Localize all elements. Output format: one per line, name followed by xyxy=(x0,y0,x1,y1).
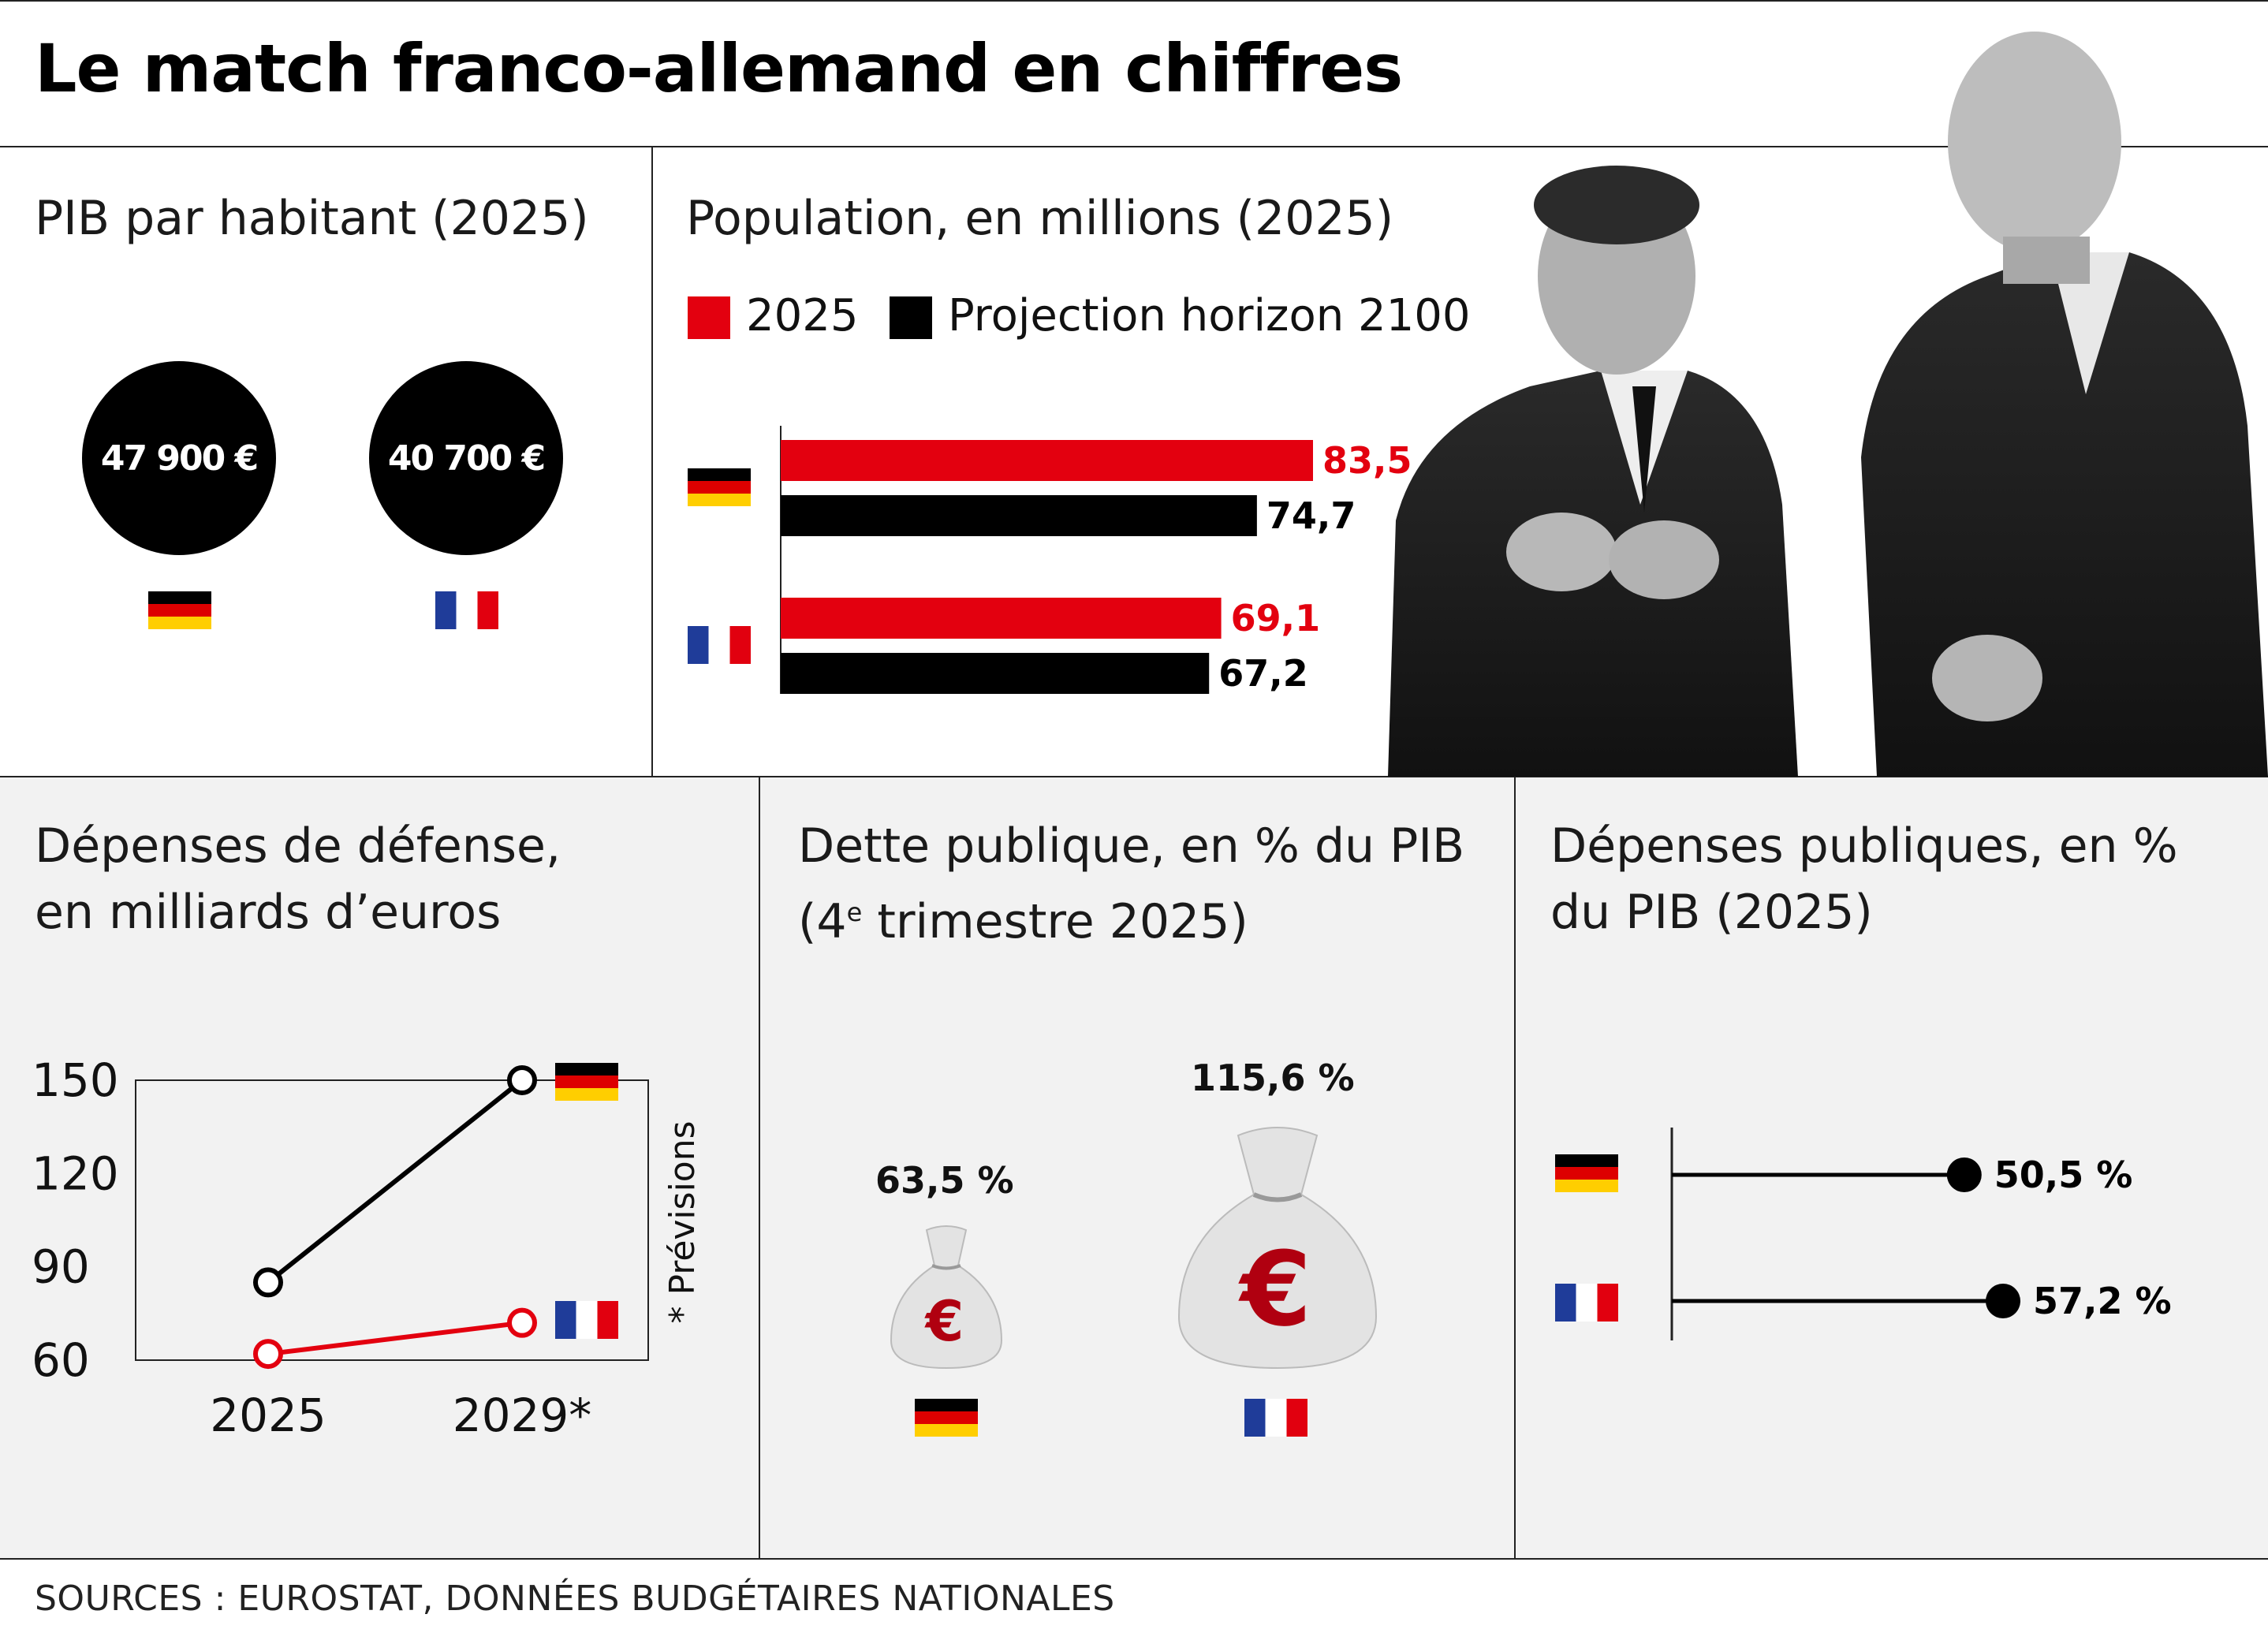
pib-france-circle: 40 700 € xyxy=(369,361,563,555)
defense-note: * Prévisions xyxy=(662,1120,703,1323)
depenses-dot-france xyxy=(1986,1284,2020,1318)
germany-flag-icon xyxy=(915,1399,978,1437)
top-border xyxy=(0,0,2268,2)
population-title: Population, en millions (2025) xyxy=(686,191,1394,246)
defense-xtick-label: 2025 xyxy=(210,1389,326,1442)
defense-divider xyxy=(759,777,760,1559)
defense-line-chart: 60 90 120 150 2025 2029* * Prévisions xyxy=(32,1053,703,1442)
france-flag-icon xyxy=(555,1301,618,1339)
dette-germany-value: 63,5 % xyxy=(875,1159,1014,1202)
lower-panels-background xyxy=(0,777,2268,1559)
depenses-lollipop-chart: 50,5 % 57,2 % xyxy=(1670,1128,2172,1340)
population-value-allemagne-2100: 74,7 xyxy=(1266,494,1356,537)
svg-text:€: € xyxy=(924,1289,964,1354)
pib-divider xyxy=(651,146,653,777)
pib-germany-value: 47 900 € xyxy=(100,438,259,479)
grid-band xyxy=(136,1175,648,1266)
page-title: Le match franco-allemand en chiffres xyxy=(35,30,1403,107)
population-bar-allemagne-2100 xyxy=(781,495,1257,536)
legend-2025-label: 2025 xyxy=(746,290,859,341)
defense-line-germany xyxy=(267,1078,524,1284)
dette-title-line1: Dette publique, en % du PIB xyxy=(798,818,1465,874)
defense-ytick-label: 90 xyxy=(32,1240,90,1294)
middle-divider xyxy=(0,776,2268,777)
population-bar-allemagne-2025 xyxy=(781,440,1313,481)
defense-title-line2: en milliards d’euros xyxy=(35,885,502,940)
pib-france-value: 40 700 € xyxy=(387,438,546,479)
population-value-france-2025: 69,1 xyxy=(1231,597,1321,639)
legend-2100-swatch xyxy=(890,296,932,339)
germany-flag-icon xyxy=(1555,1154,1618,1192)
germany-flag-icon xyxy=(148,591,211,629)
defense-title-line1: Dépenses de défense, xyxy=(35,818,561,874)
defense-line-france xyxy=(267,1320,523,1357)
depenses-dot-allemagne xyxy=(1946,1158,1982,1192)
svg-text:€: € xyxy=(1238,1229,1311,1349)
population-bar-chart: 83,5 74,7 69,1 67,2 xyxy=(780,426,1412,695)
population-value-allemagne-2025: 83,5 xyxy=(1322,439,1412,482)
depenses-value-france: 57,2 % xyxy=(2033,1280,2172,1322)
money-bag-small-icon: € xyxy=(890,1225,1003,1370)
germany-flag-icon xyxy=(688,468,751,506)
pib-germany-circle: 47 900 € xyxy=(82,361,276,555)
germany-flag-icon xyxy=(555,1063,618,1101)
defense-point-germany xyxy=(253,1267,283,1298)
depenses-value-allemagne: 50,5 % xyxy=(1994,1154,2133,1196)
france-flag-icon xyxy=(1244,1399,1307,1437)
defense-ytick-label: 120 xyxy=(32,1146,119,1200)
money-bag-large-icon: € xyxy=(1177,1127,1378,1370)
leaders-photo xyxy=(1388,32,2268,777)
plot-frame xyxy=(135,1079,649,1361)
dette-title-line2: (4e trimestre 2025) xyxy=(798,894,1248,949)
defense-ytick-label: 150 xyxy=(32,1053,119,1107)
population-value-france-2100: 67,2 xyxy=(1218,652,1308,695)
defense-ytick-label: 60 xyxy=(32,1333,90,1387)
defense-point-france xyxy=(253,1339,283,1370)
legend-2025-swatch xyxy=(688,296,730,339)
defense-xtick-label: 2029* xyxy=(453,1389,592,1442)
france-flag-icon xyxy=(435,591,498,629)
depenses-title-line1: Dépenses publiques, en % xyxy=(1550,818,2178,874)
legend-2100-label: Projection horizon 2100 xyxy=(948,290,1471,341)
dette-divider xyxy=(1514,777,1516,1559)
defense-point-germany xyxy=(507,1065,537,1095)
dette-france-value: 115,6 % xyxy=(1191,1057,1355,1099)
footer-divider xyxy=(0,1558,2268,1560)
pib-title: PIB par habitant (2025) xyxy=(35,191,589,246)
population-bar-france-2025 xyxy=(781,598,1222,639)
france-flag-icon xyxy=(688,626,751,664)
defense-point-france xyxy=(507,1307,537,1338)
title-divider xyxy=(0,146,2268,147)
population-bar-france-2100 xyxy=(781,653,1210,694)
sources-note: SOURCES : EUROSTAT, DONNÉES BUDGÉTAIRES … xyxy=(35,1579,1115,1619)
depenses-title-line2: du PIB (2025) xyxy=(1550,885,1873,940)
france-flag-icon xyxy=(1555,1284,1618,1322)
